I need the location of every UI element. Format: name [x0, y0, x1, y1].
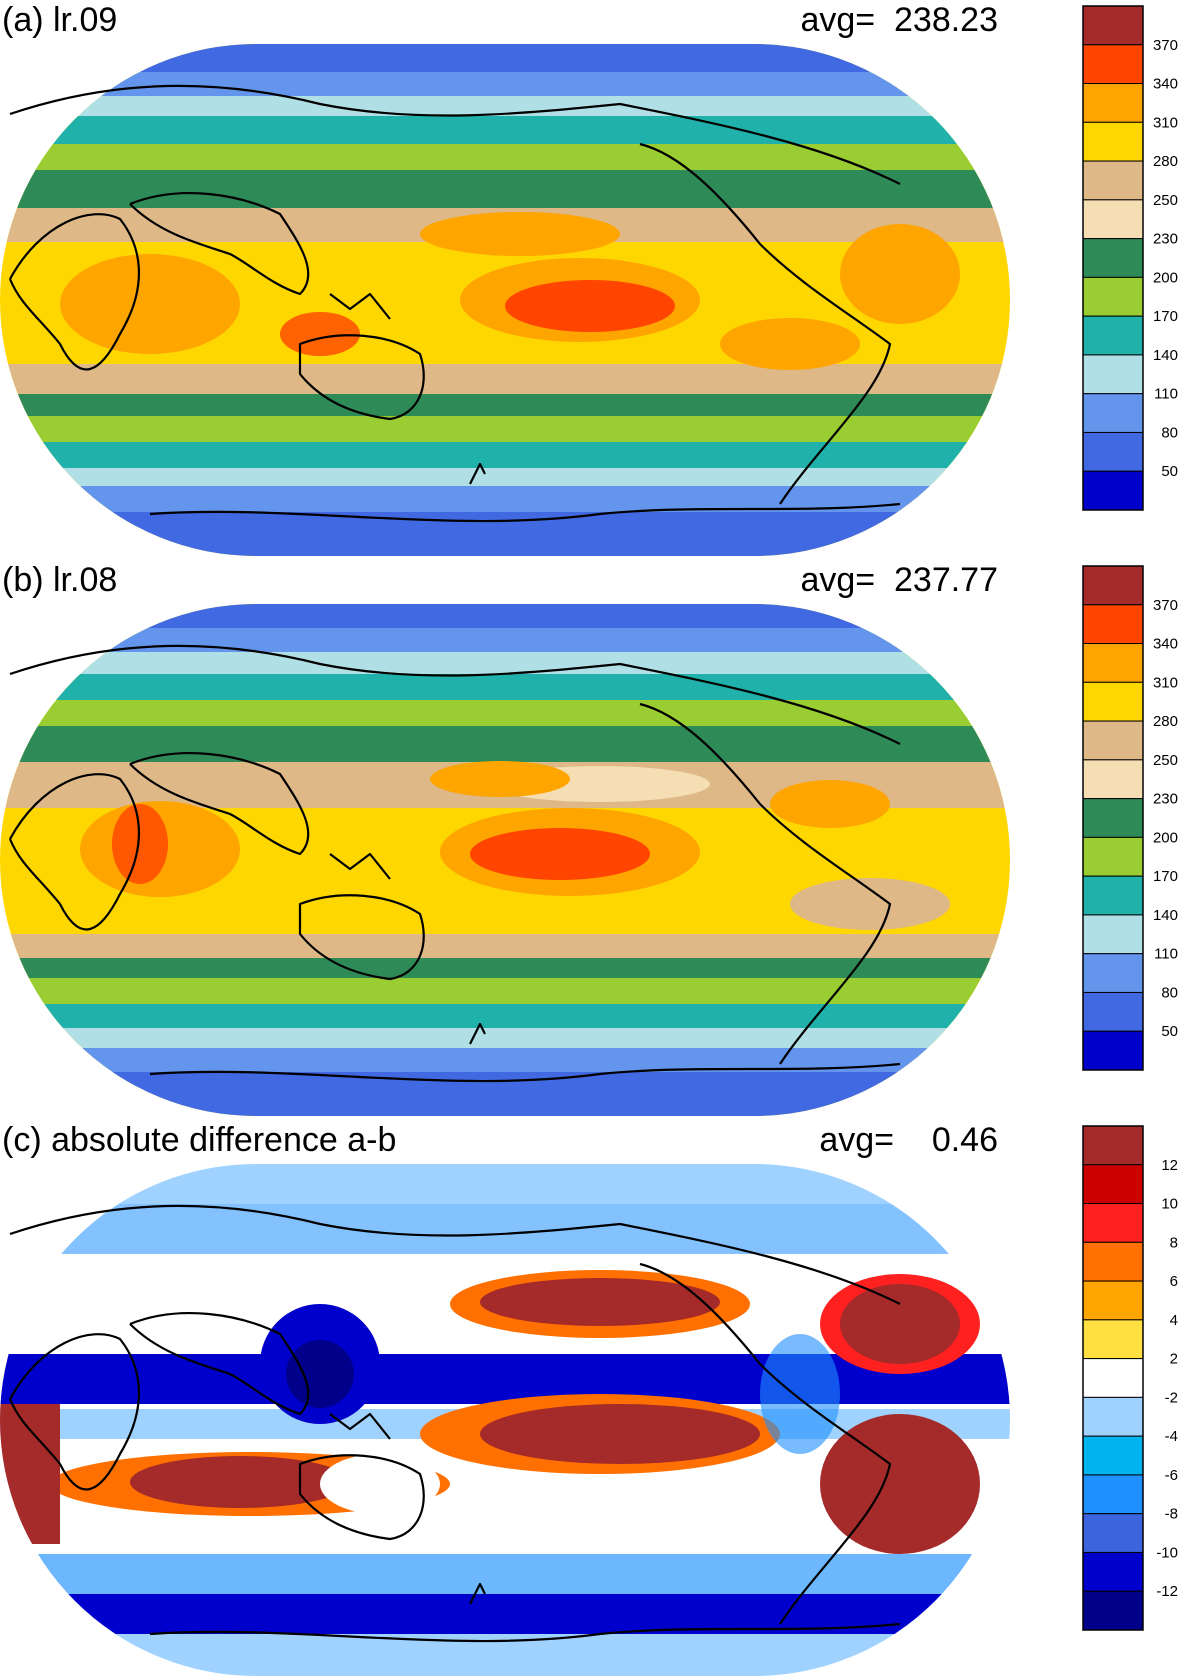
colorbar-swatch	[1082, 643, 1144, 683]
colorbar-swatch	[1082, 1358, 1144, 1398]
colorbar-tick-label: 12	[1161, 1157, 1178, 1174]
map-c	[0, 1164, 1010, 1676]
colorbar-tick-label: 250	[1153, 752, 1178, 769]
map-a	[0, 44, 1010, 556]
colorbar-swatch	[1082, 991, 1144, 1032]
colorbar-tick-label: 4	[1170, 1312, 1178, 1329]
colorbar-tick-label: -10	[1156, 1544, 1178, 1561]
colorbar-tick-label: -4	[1165, 1428, 1178, 1445]
colorbar-tick-label: 6	[1170, 1273, 1178, 1290]
colorbar-swatch	[1082, 470, 1144, 511]
colorbar-tick-label: 370	[1153, 597, 1178, 614]
colorbar-swatch	[1082, 681, 1144, 722]
colorbar-swatch	[1082, 1030, 1144, 1071]
colorbar-tick-label: 340	[1153, 76, 1178, 93]
colorbar-swatch	[1082, 393, 1144, 433]
colorbar-swatch	[1082, 1164, 1144, 1205]
colorbar-swatch	[1082, 1280, 1144, 1321]
colorbar-swatch	[1082, 83, 1144, 123]
colorbar-swatch	[1082, 276, 1144, 317]
coastlines	[8, 84, 901, 523]
colorbar-swatch	[1082, 914, 1144, 955]
colorbar-tick-label: 50	[1161, 1023, 1178, 1040]
colorbar-swatch	[1082, 565, 1144, 606]
colorbar-tick-label: -8	[1165, 1506, 1178, 1523]
colorbar-tick-label: 110	[1154, 386, 1178, 403]
colorbar-tick-label: 250	[1153, 192, 1178, 209]
panel-average: avg= 237.77	[800, 561, 998, 599]
colorbar-tick-label: 230	[1153, 791, 1178, 808]
colorbar-frame	[1082, 5, 1144, 511]
colorbar-tick-label: 170	[1153, 308, 1178, 325]
colorbar-swatch	[1082, 1125, 1144, 1166]
colorbar-swatch	[1082, 44, 1144, 85]
colorbar-swatch	[1082, 1396, 1144, 1437]
colorbar-tick-label: 310	[1153, 114, 1178, 131]
colorbar-tick-label: 50	[1161, 463, 1178, 480]
colorbar-swatch	[1082, 160, 1144, 201]
colorbar-swatch	[1082, 121, 1144, 162]
colorbar-tick-label: 280	[1153, 713, 1178, 730]
panel-average: avg= 238.23	[800, 1, 998, 39]
colorbar-tick-label: 200	[1153, 269, 1178, 286]
colorbar-c: 12 10 8 6 4 2 -2 -4 -6 -8 -10 -12	[1082, 1125, 1178, 1631]
colorbar-tick-label: 310	[1153, 674, 1178, 691]
colorbar-tick-label: 2	[1170, 1351, 1178, 1368]
colorbar-swatch	[1082, 1513, 1144, 1553]
coastlines	[8, 1204, 901, 1643]
colorbar-swatch	[1082, 1435, 1144, 1476]
field-b	[0, 604, 1010, 1116]
panel-title: (b) lr.08	[2, 561, 118, 599]
coastlines	[8, 644, 901, 1083]
colorbar-swatch	[1082, 953, 1144, 993]
colorbar-swatch	[1082, 875, 1144, 916]
colorbar-tick-label: 280	[1153, 153, 1178, 170]
panel-a: (a) lr.09 avg= 238.23	[0, 0, 1188, 560]
panel-c: (c) absolute difference a-b avg= 0.46	[0, 1120, 1188, 1680]
colorbar-tick-label: 170	[1153, 868, 1178, 885]
panel-b: (b) lr.08 avg= 237.77	[0, 560, 1188, 1120]
colorbar-swatch	[1082, 759, 1144, 800]
colorbar-swatch	[1082, 1241, 1144, 1282]
colorbar-swatch	[1082, 1551, 1144, 1592]
colorbar-frame	[1082, 565, 1144, 1071]
colorbar-swatch	[1082, 798, 1144, 838]
colorbar-b: 370 340 310 280 250 230 200 170 140 110 80 50	[1082, 565, 1178, 1071]
colorbar-swatch	[1082, 199, 1144, 240]
panel-title: (c) absolute difference a-b	[2, 1121, 397, 1159]
colorbar-swatch	[1082, 1203, 1144, 1243]
colorbar-swatch	[1082, 1590, 1144, 1631]
colorbar-tick-label: -12	[1156, 1583, 1178, 1600]
colorbar-tick-label: 80	[1161, 984, 1178, 1001]
panel-average: avg= 0.46	[819, 1121, 998, 1159]
field-a	[0, 44, 1010, 556]
panel-title: (a) lr.09	[2, 1, 118, 39]
colorbar-tick-label: 8	[1170, 1234, 1178, 1251]
colorbar-tick-label: 340	[1153, 636, 1178, 653]
colorbar-tick-label: 80	[1161, 424, 1178, 441]
colorbar-swatch	[1082, 238, 1144, 278]
colorbar-swatch	[1082, 315, 1144, 356]
colorbar-swatch	[1082, 1319, 1144, 1360]
colorbar-tick-label: 230	[1153, 231, 1178, 248]
colorbar-swatch	[1082, 604, 1144, 645]
colorbar-tick-label: 140	[1153, 347, 1178, 364]
colorbar-tick-label: -2	[1165, 1389, 1178, 1406]
colorbar-swatch	[1082, 836, 1144, 877]
colorbar-tick-label: -6	[1165, 1467, 1178, 1484]
colorbar-tick-label: 110	[1154, 946, 1178, 963]
colorbar-a: 370 340 310 280 250 230 200 170 140 110 80 50	[1082, 5, 1178, 511]
field-c	[0, 1164, 1010, 1676]
colorbar-frame	[1082, 1125, 1144, 1631]
colorbar-swatch	[1082, 1474, 1144, 1515]
colorbar-swatch	[1082, 5, 1144, 46]
map-b	[0, 604, 1010, 1116]
colorbar-tick-label: 10	[1161, 1196, 1178, 1213]
colorbar-tick-label: 140	[1153, 907, 1178, 924]
colorbar-swatch	[1082, 431, 1144, 472]
colorbar-swatch	[1082, 354, 1144, 395]
colorbar-tick-label: 200	[1153, 829, 1178, 846]
colorbar-tick-label: 370	[1153, 37, 1178, 54]
colorbar-swatch	[1082, 720, 1144, 761]
